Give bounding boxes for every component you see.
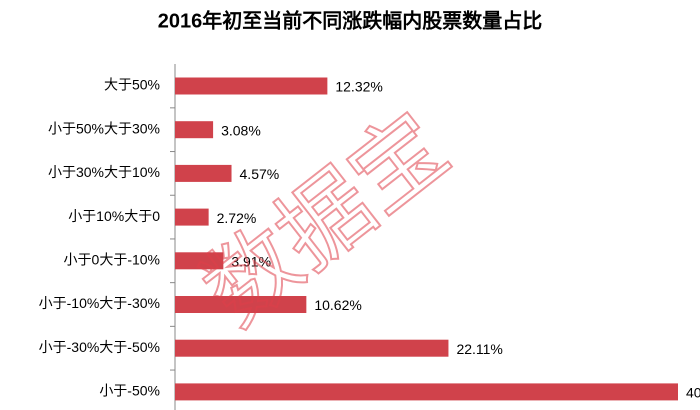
category-label: 小于-10%大于-30% bbox=[39, 295, 160, 311]
value-label: 4.57% bbox=[240, 166, 280, 182]
value-label: 12.32% bbox=[335, 79, 382, 95]
category-label: 小于30%大于10% bbox=[48, 164, 160, 180]
chart-title: 2016年初至当前不同涨跌幅内股票数量占比 bbox=[158, 8, 543, 32]
category-label: 小于10%大于0 bbox=[68, 208, 160, 224]
value-label: 10.62% bbox=[314, 297, 361, 313]
value-label: 3.91% bbox=[231, 254, 271, 270]
bar bbox=[175, 339, 449, 357]
bar bbox=[175, 208, 209, 226]
value-label: 3.08% bbox=[221, 122, 261, 138]
bar bbox=[175, 164, 232, 182]
value-label: 40.67% bbox=[686, 385, 700, 401]
bar bbox=[175, 121, 214, 139]
category-label: 大于50% bbox=[104, 77, 160, 93]
bar bbox=[175, 252, 224, 270]
category-label: 小于50%大于30% bbox=[48, 120, 160, 136]
category-label: 小于-50% bbox=[99, 383, 160, 399]
bar bbox=[175, 296, 307, 313]
value-label: 2.72% bbox=[217, 210, 257, 226]
bar bbox=[175, 77, 328, 95]
bar bbox=[175, 383, 678, 401]
category-label: 小于-30%大于-50% bbox=[39, 339, 160, 355]
category-label: 小于0大于-10% bbox=[64, 252, 160, 268]
value-label: 22.11% bbox=[456, 341, 502, 357]
